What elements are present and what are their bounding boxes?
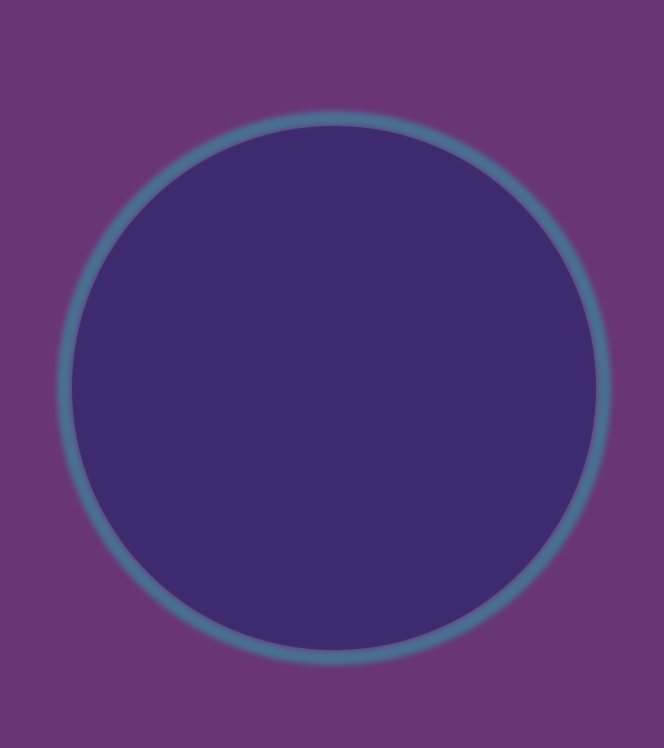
pie-rim-ring bbox=[57, 111, 611, 665]
pie-rim bbox=[57, 111, 611, 665]
pie-disc bbox=[72, 126, 596, 650]
